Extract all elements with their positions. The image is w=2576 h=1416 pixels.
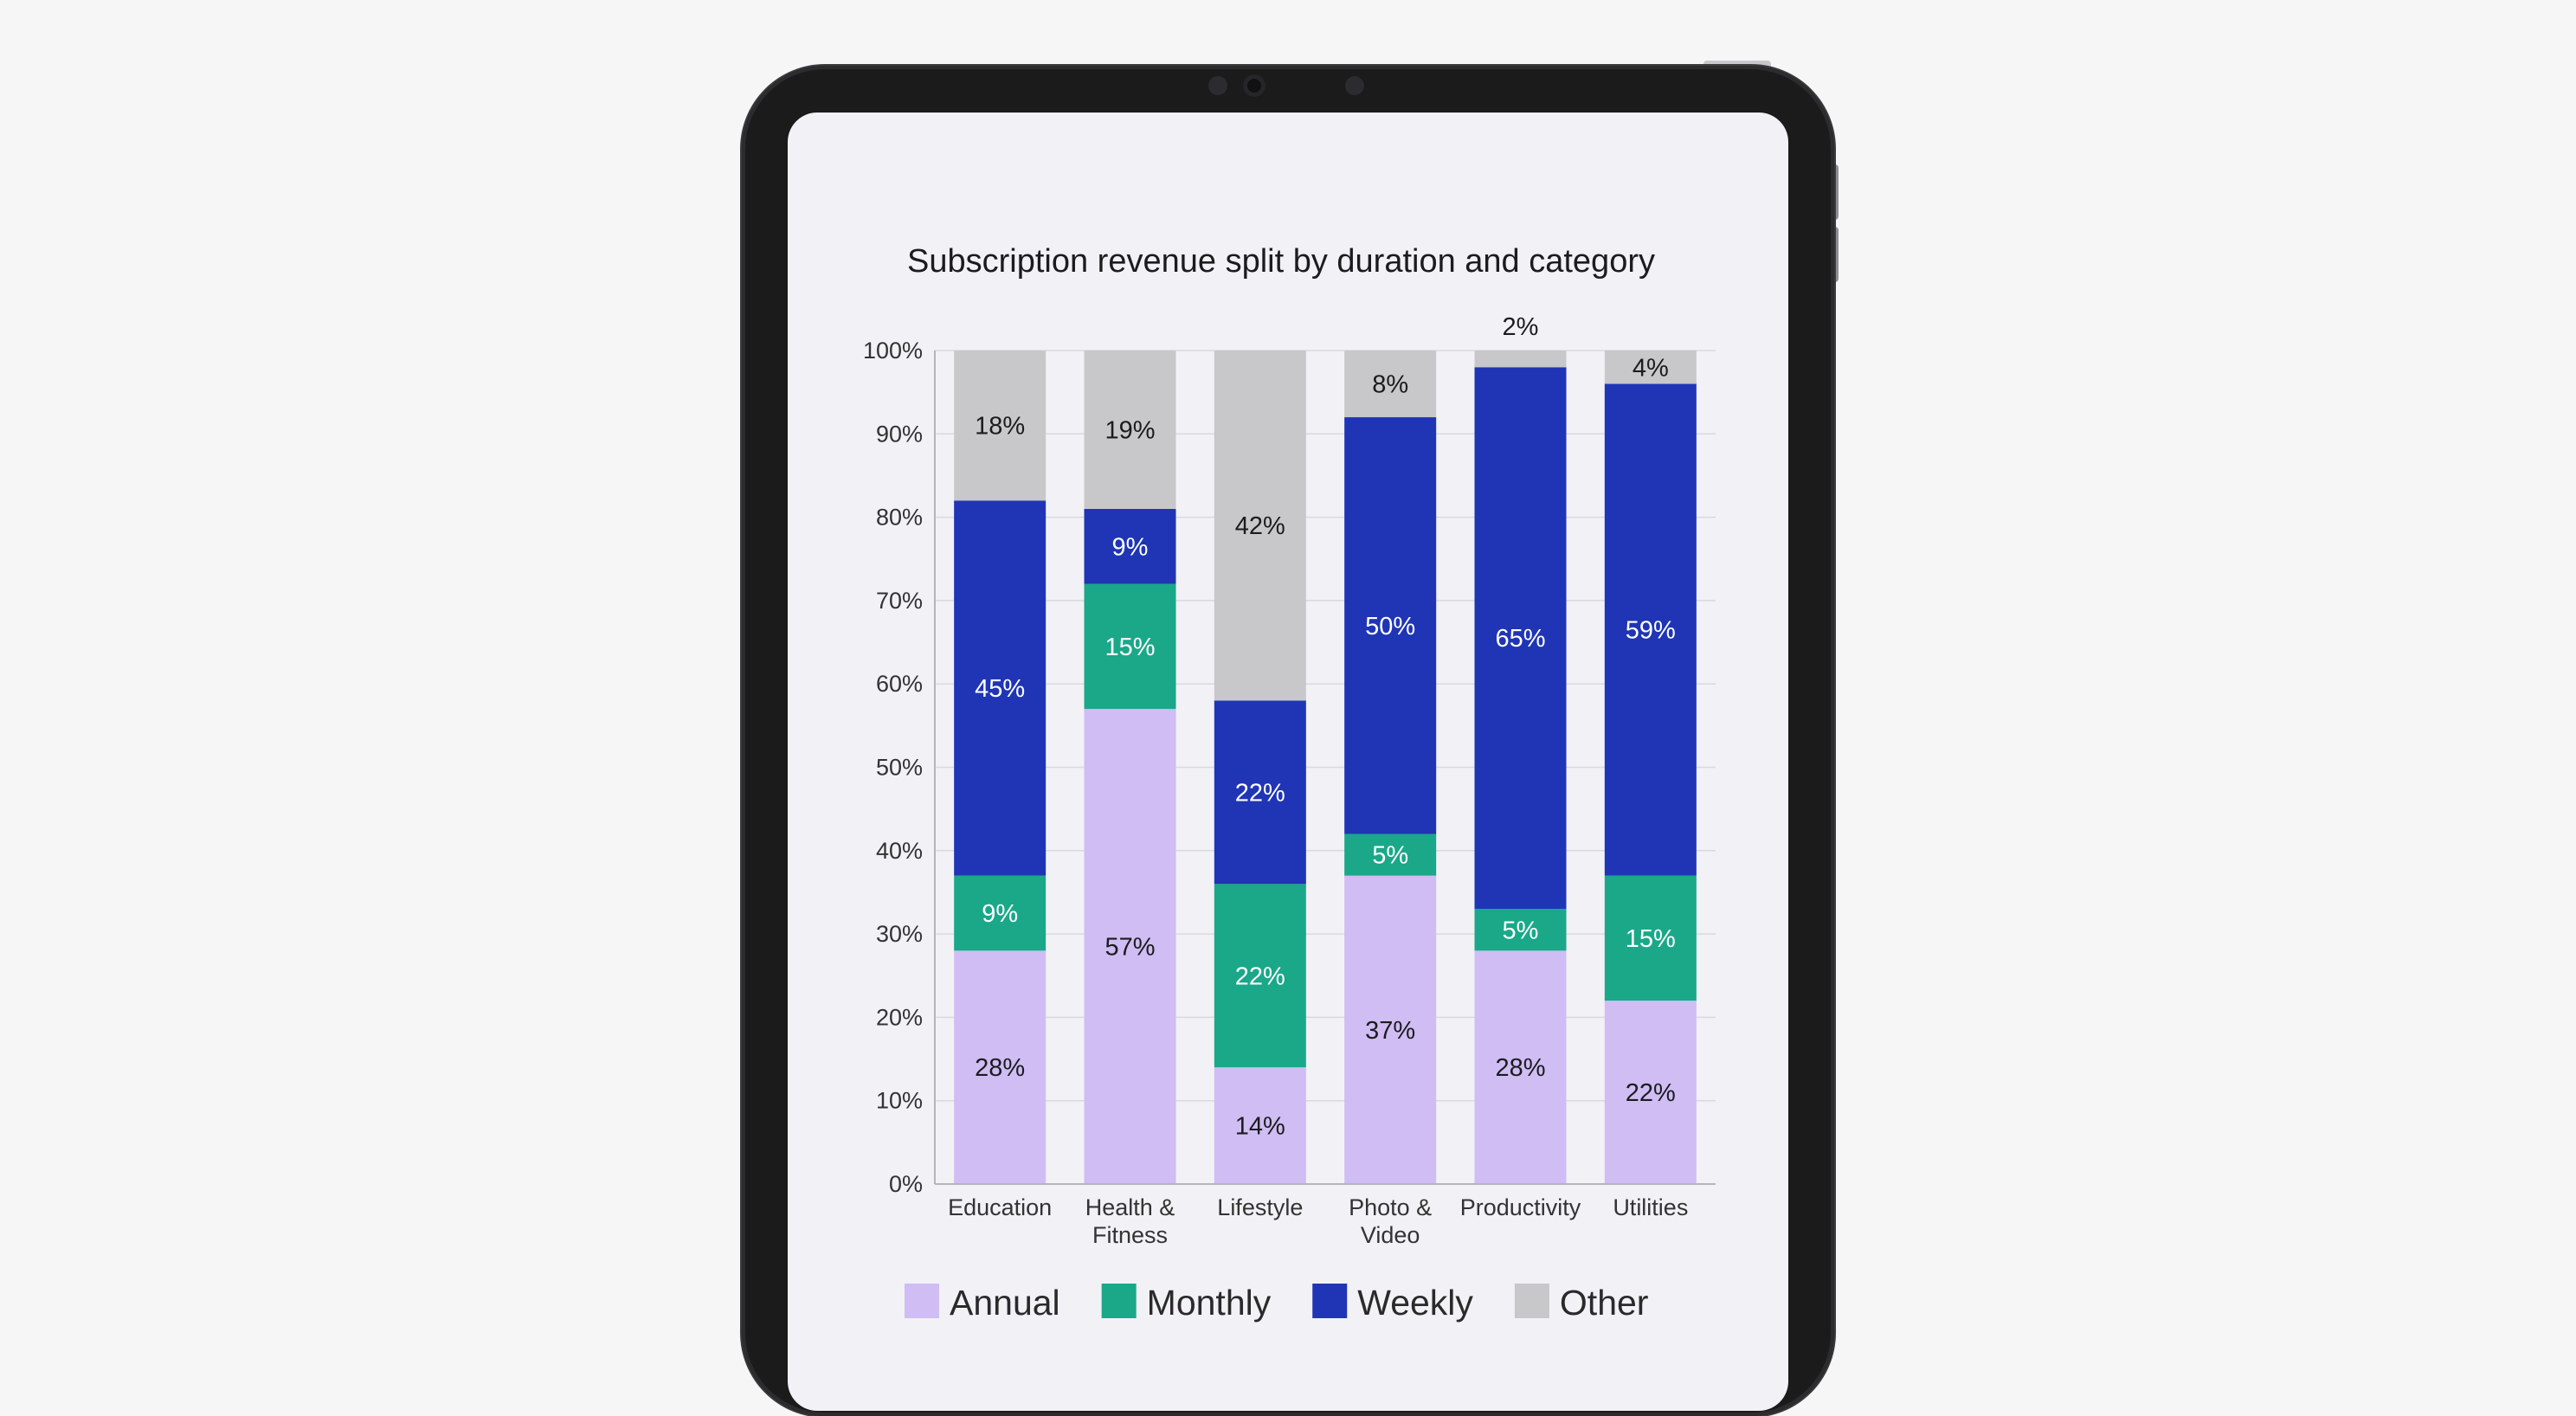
data-label: 59%	[1626, 617, 1676, 645]
data-label: 65%	[1495, 625, 1545, 653]
gridlines	[935, 350, 1716, 1185]
bar-segment-other	[1084, 351, 1176, 509]
y-tick-label: 60%	[876, 671, 923, 697]
x-tick-label: Video	[1361, 1222, 1420, 1248]
bar-segment-other	[954, 351, 1046, 501]
y-tick-label: 70%	[876, 588, 923, 614]
data-label: 19%	[1104, 416, 1155, 444]
bar-segment-monthly	[1214, 884, 1306, 1068]
top-button	[1703, 61, 1771, 68]
bar-segment-other	[1344, 351, 1437, 418]
data-label: 22%	[1235, 962, 1285, 990]
y-tick-label: 50%	[876, 755, 923, 781]
x-tick-label: Productivity	[1460, 1194, 1581, 1220]
data-label: 28%	[1495, 1054, 1545, 1082]
y-tick-label: 10%	[876, 1088, 923, 1114]
legend-label-weekly: Weekly	[1357, 1283, 1473, 1323]
data-label: 57%	[1104, 934, 1155, 962]
y-tick-label: 20%	[876, 1004, 923, 1030]
stacked-bar-chart: Subscription revenue split by duration a…	[863, 243, 1716, 1323]
data-label: 8%	[1372, 371, 1408, 399]
data-label: 18%	[975, 413, 1025, 441]
legend-swatch-annual	[905, 1284, 939, 1318]
x-tick-label: Fitness	[1092, 1222, 1168, 1248]
bar-segment-weekly	[1474, 367, 1567, 910]
bar-segment-annual	[1474, 950, 1567, 1184]
y-tick-label: 100%	[863, 338, 923, 364]
bar-segment-annual	[954, 950, 1046, 1184]
legend: Annual Monthly Weekly Other	[905, 1283, 1648, 1323]
data-label: 42%	[1235, 512, 1285, 540]
bars: 28% 9% 45% 18% 57% 15% 9% 19% 14% 22% 22% 42% 37% 5% 5…	[954, 313, 1697, 1184]
bar-segment-annual	[1604, 1001, 1697, 1184]
data-label: 28%	[975, 1054, 1025, 1082]
data-label: 15%	[1626, 925, 1676, 953]
x-tick-label: Photo &	[1349, 1194, 1432, 1220]
tablet-screen: Subscription revenue split by duration a…	[788, 113, 1788, 1411]
bar-segment-weekly	[1084, 508, 1176, 584]
bar-segment-weekly	[1344, 417, 1437, 834]
y-tick-label: 30%	[876, 921, 923, 947]
y-tick-label: 40%	[876, 838, 923, 864]
bar-segment-monthly	[1474, 909, 1567, 951]
bar-segment-monthly	[954, 875, 1046, 951]
data-label: 9%	[1112, 533, 1149, 561]
x-tick-label: Health &	[1085, 1194, 1175, 1220]
axes: 0% 10% 20% 30% 40% 50% 60% 70% 80% 90% 100% Educati…	[863, 338, 1716, 1248]
y-tick-label: 80%	[876, 505, 923, 531]
y-tick-label: 0%	[889, 1171, 923, 1197]
data-label: 37%	[1365, 1017, 1415, 1045]
bar-segment-other	[1604, 351, 1697, 384]
data-label: 5%	[1503, 917, 1539, 944]
sensor-icon	[1345, 76, 1364, 95]
legend-label-other: Other	[1560, 1283, 1649, 1323]
bar-segment-monthly	[1344, 834, 1437, 876]
data-label: 22%	[1235, 779, 1285, 807]
bar-segment-monthly	[1084, 583, 1176, 710]
data-label: 5%	[1372, 842, 1408, 870]
bar-segment-annual	[1214, 1067, 1306, 1184]
bar-segment-other	[1214, 351, 1306, 701]
bar-segment-other	[1474, 351, 1567, 368]
data-label: 45%	[975, 675, 1025, 703]
bar-segment-weekly	[1214, 700, 1306, 885]
volume-down-button	[1832, 227, 1839, 282]
data-label: 22%	[1626, 1079, 1676, 1107]
sensor-icon	[1208, 76, 1227, 95]
data-label: 14%	[1235, 1113, 1285, 1141]
chart-title: Subscription revenue split by duration a…	[907, 243, 1655, 280]
legend-swatch-other	[1514, 1284, 1549, 1318]
data-label: 4%	[1633, 354, 1669, 382]
data-label: 2%	[1503, 313, 1539, 341]
volume-up-button	[1832, 164, 1839, 220]
bar-segment-annual	[1344, 875, 1437, 1184]
bar-segment-annual	[1084, 709, 1176, 1184]
data-label: 15%	[1104, 634, 1155, 661]
legend-label-annual: Annual	[950, 1283, 1060, 1323]
x-tick-label: Lifestyle	[1217, 1194, 1303, 1220]
x-tick-label: Education	[948, 1194, 1052, 1220]
data-label: 9%	[982, 900, 1018, 928]
x-tick-label: Utilities	[1613, 1194, 1688, 1220]
legend-swatch-weekly	[1312, 1284, 1348, 1318]
bar-segment-weekly	[954, 500, 1046, 876]
y-tick-label: 90%	[876, 421, 923, 447]
legend-label-monthly: Monthly	[1147, 1283, 1272, 1323]
bar-segment-monthly	[1604, 875, 1697, 1001]
legend-swatch-monthly	[1101, 1284, 1137, 1318]
camera-icon	[1243, 74, 1265, 97]
data-label: 50%	[1365, 613, 1415, 640]
bar-segment-weekly	[1604, 383, 1697, 876]
